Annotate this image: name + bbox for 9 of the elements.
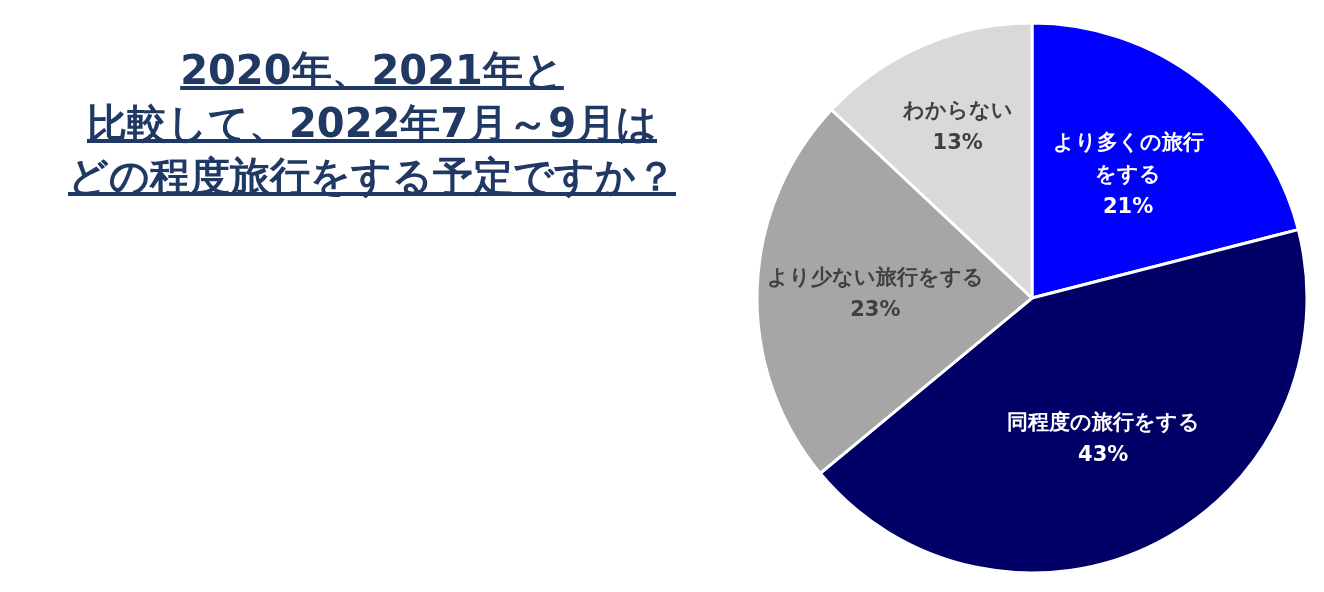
slice-label: より少ない旅行をする (766, 265, 984, 290)
data-label: 13% (932, 130, 983, 155)
slice-label: わからない (901, 98, 1013, 123)
text: 2020年、2021年と比較して、2022年7月～9月はどの程度旅行をする予定ですか？ (68, 47, 676, 199)
data-label: 43% (1078, 441, 1129, 466)
slice-label: より多くの旅行をする (1052, 130, 1204, 187)
data-label: 23% (850, 297, 901, 322)
data-label: 21% (1102, 194, 1154, 219)
slice-label: 同程度の旅行をする (1006, 409, 1200, 434)
